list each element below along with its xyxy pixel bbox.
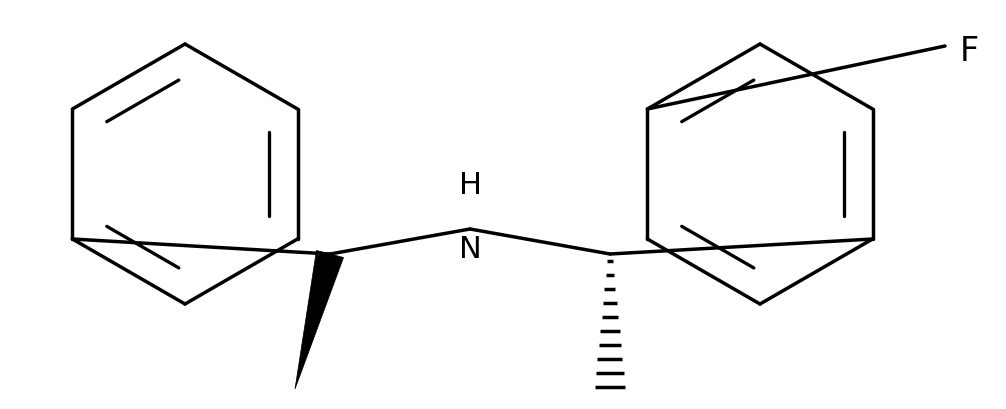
Polygon shape xyxy=(295,251,344,389)
Text: N: N xyxy=(459,234,482,263)
Text: F: F xyxy=(960,35,979,68)
Text: H: H xyxy=(459,171,482,200)
